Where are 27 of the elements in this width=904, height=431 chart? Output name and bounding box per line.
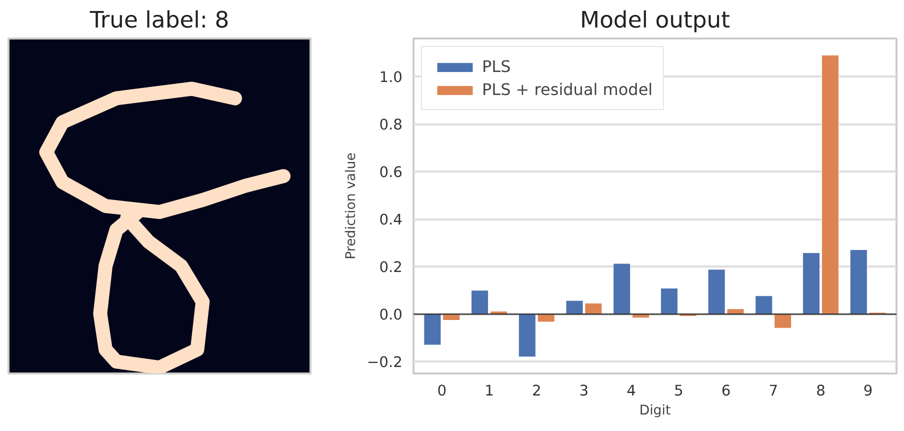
x-tick-label: 8 [816, 382, 826, 400]
x-tick-label: 6 [721, 382, 731, 400]
y-tick-label: 0.6 [379, 164, 403, 182]
y-tick-label: 1.0 [379, 69, 403, 86]
x-tick-label: 2 [532, 382, 542, 400]
legend-label: PLS [482, 57, 511, 76]
x-tick-label: 3 [579, 382, 589, 400]
y-tick-label: −0.2 [366, 354, 403, 372]
legend-label: PLS + residual model [482, 80, 653, 99]
y-tick-label: 0.0 [379, 306, 403, 324]
bar [660, 288, 678, 314]
bar [755, 296, 773, 314]
x-tick-label: 1 [484, 382, 494, 400]
x-tick-label: 4 [626, 382, 636, 400]
x-tick-label: 9 [863, 382, 873, 400]
y-tick-label: 0.8 [379, 116, 403, 134]
y-tick-label: 0.4 [379, 212, 403, 229]
x-tick-label: 5 [674, 382, 684, 400]
x-axis-title: Digit [639, 404, 671, 418]
x-tick-label: 0 [437, 382, 447, 400]
bar [613, 263, 631, 314]
y-axis-title: Prediction value [344, 152, 359, 260]
bar [774, 314, 792, 328]
y-tick-label: 0.2 [379, 259, 403, 276]
text: True label: 8 [88, 8, 230, 34]
x-tick-label: 7 [768, 382, 778, 400]
chart-title: Model output [580, 8, 730, 34]
